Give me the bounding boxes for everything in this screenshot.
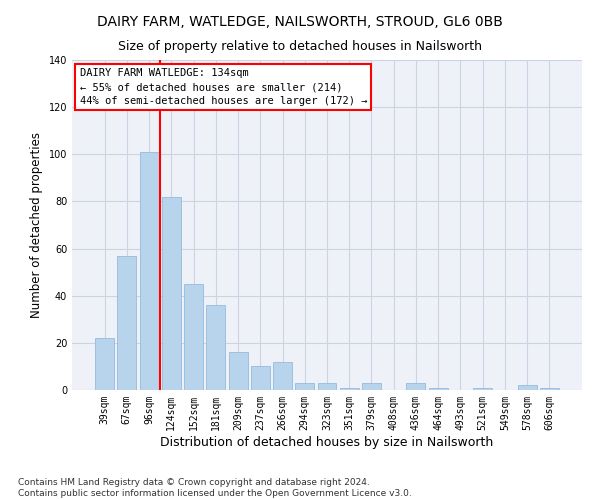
- Bar: [295, 383, 314, 390]
- Text: DAIRY FARM, WATLEDGE, NAILSWORTH, STROUD, GL6 0BB: DAIRY FARM, WATLEDGE, NAILSWORTH, STROUD…: [97, 15, 503, 29]
- Text: DAIRY FARM WATLEDGE: 134sqm
← 55% of detached houses are smaller (214)
44% of se: DAIRY FARM WATLEDGE: 134sqm ← 55% of det…: [80, 68, 367, 106]
- Bar: [429, 388, 448, 390]
- Y-axis label: Number of detached properties: Number of detached properties: [30, 132, 43, 318]
- Bar: [340, 388, 359, 390]
- Bar: [406, 383, 425, 390]
- Bar: [317, 383, 337, 390]
- Bar: [229, 352, 248, 390]
- Bar: [184, 284, 203, 390]
- Bar: [162, 196, 181, 390]
- Bar: [140, 152, 158, 390]
- Text: Size of property relative to detached houses in Nailsworth: Size of property relative to detached ho…: [118, 40, 482, 53]
- Bar: [518, 386, 536, 390]
- Bar: [362, 383, 381, 390]
- Bar: [473, 388, 492, 390]
- X-axis label: Distribution of detached houses by size in Nailsworth: Distribution of detached houses by size …: [160, 436, 494, 448]
- Bar: [273, 362, 292, 390]
- Text: Contains HM Land Registry data © Crown copyright and database right 2024.
Contai: Contains HM Land Registry data © Crown c…: [18, 478, 412, 498]
- Bar: [206, 305, 225, 390]
- Bar: [118, 256, 136, 390]
- Bar: [95, 338, 114, 390]
- Bar: [251, 366, 270, 390]
- Bar: [540, 388, 559, 390]
